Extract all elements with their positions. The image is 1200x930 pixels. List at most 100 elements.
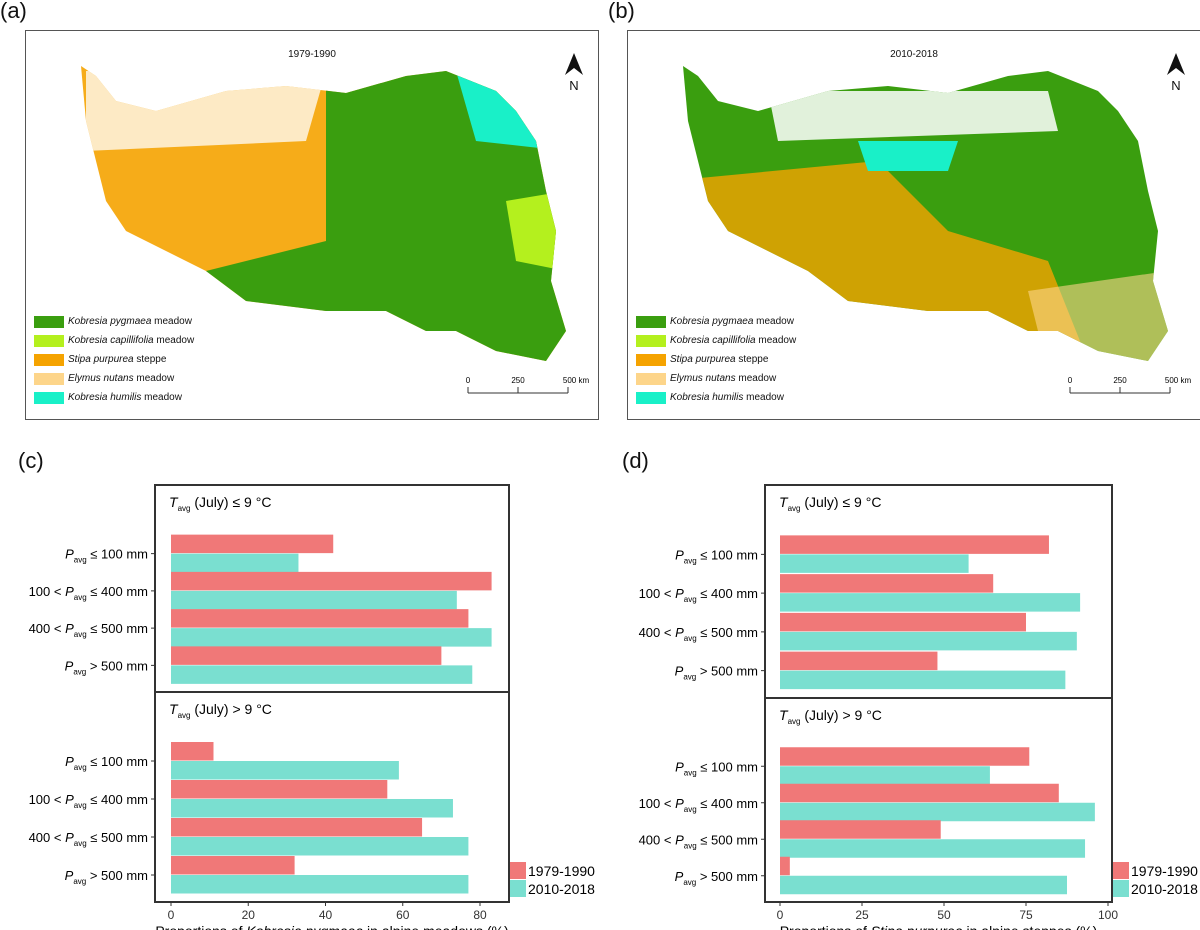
bar-1979-1990 bbox=[780, 612, 1026, 632]
kobresia-humilis-region bbox=[858, 141, 958, 171]
legend-swatch bbox=[34, 353, 64, 366]
facet-title: Tavg (July) ≤ 9 °C bbox=[779, 494, 881, 513]
y-tick-label: 100 < Pavg ≤ 400 mm bbox=[29, 584, 148, 602]
legend-item: Kobresia capillifolia meadow bbox=[34, 331, 194, 350]
bar-2010-2018 bbox=[780, 593, 1081, 612]
legend-swatch bbox=[34, 334, 64, 347]
facet-title: Tavg (July) ≤ 9 °C bbox=[169, 494, 271, 513]
scale-tick-label: 0 bbox=[1068, 376, 1073, 385]
bar-2010-2018 bbox=[780, 631, 1077, 651]
x-tick-label: 25 bbox=[855, 908, 869, 922]
legend-swatch bbox=[510, 862, 526, 879]
chart-stipa-purpurea: Tavg (July) ≤ 9 °C Pavg ≤ 100 mm 100 < Pav… bbox=[639, 484, 1198, 930]
bar-2010-2018 bbox=[780, 875, 1067, 895]
x-tick-label: 50 bbox=[937, 908, 951, 922]
y-tick-label: Pavg > 500 mm bbox=[675, 869, 758, 887]
map-title: 2010-2018 bbox=[890, 49, 938, 60]
bar-2010-2018 bbox=[171, 837, 469, 856]
scale-tick-label: 0 bbox=[466, 376, 471, 385]
x-tick-label: 80 bbox=[473, 908, 487, 922]
legend-label: Stipa purpurea steppe bbox=[68, 354, 167, 365]
bar-1979-1990 bbox=[171, 818, 423, 837]
north-label: N bbox=[569, 78, 579, 93]
y-tick-label: 100 < Pavg ≤ 400 mm bbox=[639, 586, 758, 604]
bar-1979-1990 bbox=[780, 651, 938, 671]
bar-1979-1990 bbox=[171, 571, 492, 591]
legend-item: Elymus nutans meadow bbox=[636, 369, 796, 388]
kobresia-capillifolia-region bbox=[506, 191, 566, 271]
bar-2010-2018 bbox=[171, 761, 399, 780]
legend-swatch bbox=[636, 391, 666, 404]
sparse-area bbox=[86, 71, 326, 151]
legend-swatch bbox=[34, 391, 64, 404]
y-tick-label: Pavg ≤ 100 mm bbox=[675, 547, 758, 565]
legend-swatch bbox=[510, 880, 526, 897]
legend-label: 2010-2018 bbox=[528, 881, 595, 897]
legend-item: Kobresia pygmaea meadow bbox=[34, 312, 194, 331]
bar-2010-2018 bbox=[171, 590, 457, 610]
y-tick-label: Pavg ≤ 100 mm bbox=[65, 754, 148, 772]
scale-tick-label: 500 km bbox=[1165, 376, 1192, 385]
legend-label: Kobresia pygmaea meadow bbox=[68, 316, 192, 327]
legend-label: Stipa purpurea steppe bbox=[670, 354, 769, 365]
scale-tick-label: 250 bbox=[1113, 376, 1127, 385]
x-tick-label: 0 bbox=[777, 908, 784, 922]
bar-2010-2018 bbox=[780, 554, 969, 573]
legend-item: Stipa purpurea steppe bbox=[636, 350, 796, 369]
bar-1979-1990 bbox=[780, 574, 994, 593]
y-tick-label: 100 < Pavg ≤ 400 mm bbox=[29, 792, 148, 810]
y-tick-label: 400 < Pavg ≤ 500 mm bbox=[29, 830, 148, 848]
legend-swatch bbox=[636, 315, 666, 328]
scale-svg: 0 250 500 km bbox=[466, 376, 589, 394]
panel-label-a: (a) bbox=[0, 0, 27, 23]
scale-bar: 0 250 500 km bbox=[1066, 373, 1191, 407]
legend-label: 1979-1990 bbox=[1131, 863, 1198, 879]
x-tick-label: 75 bbox=[1019, 908, 1033, 922]
legend-label: 2010-2018 bbox=[1131, 881, 1198, 897]
bar-1979-1990 bbox=[780, 783, 1059, 803]
bar-1979-1990 bbox=[171, 780, 388, 799]
legend-label: Kobresia humilis meadow bbox=[68, 392, 182, 403]
facet-panel bbox=[154, 691, 510, 903]
legend-label: Kobresia humilis meadow bbox=[670, 392, 784, 403]
bar-2010-2018 bbox=[780, 766, 990, 785]
legend-label: Kobresia capillifolia meadow bbox=[670, 335, 797, 346]
bar-1979-1990 bbox=[171, 856, 295, 875]
legend-item: Elymus nutans meadow bbox=[34, 369, 194, 388]
bar-1979-1990 bbox=[171, 534, 334, 554]
x-tick-label: 20 bbox=[242, 908, 256, 922]
legend-label: Elymus nutans meadow bbox=[68, 373, 175, 384]
map-plot bbox=[81, 66, 566, 361]
bar-2010-2018 bbox=[171, 875, 469, 894]
legend-item: Stipa purpurea steppe bbox=[34, 350, 194, 369]
panel-label-b: (b) bbox=[608, 0, 635, 23]
facet-title: Tavg (July) > 9 °C bbox=[779, 707, 882, 726]
legend-swatch bbox=[34, 315, 64, 328]
facet-panel bbox=[764, 697, 1113, 903]
scale-tick-label: 250 bbox=[511, 376, 525, 385]
x-tick-label: 100 bbox=[1098, 908, 1118, 922]
scale-svg: 0 250 500 km bbox=[1068, 376, 1192, 394]
bar-2010-2018 bbox=[171, 799, 453, 818]
bar-1979-1990 bbox=[780, 535, 1049, 554]
y-tick-label: Pavg > 500 mm bbox=[675, 664, 758, 682]
y-tick-label: Pavg ≤ 100 mm bbox=[675, 759, 758, 777]
legend-label: Elymus nutans meadow bbox=[670, 373, 777, 384]
scale-bar: 0 250 500 km bbox=[464, 373, 589, 407]
x-axis-label: Proportions of Kobresia pygmaea in alpin… bbox=[155, 923, 508, 930]
north-arrow-icon: N bbox=[1166, 53, 1186, 93]
x-tick-label: 60 bbox=[396, 908, 410, 922]
bar-2010-2018 bbox=[171, 553, 299, 573]
map-legend: Kobresia pygmaea meadow Kobresia capillif… bbox=[636, 312, 796, 407]
y-tick-label: 400 < Pavg ≤ 500 mm bbox=[29, 621, 148, 639]
x-tick-label: 0 bbox=[168, 908, 175, 922]
sparse-area bbox=[768, 91, 1058, 141]
x-axis-label: Proportions of Stipa purpurea in alpine … bbox=[780, 923, 1098, 930]
map-legend: Kobresia pygmaea meadow Kobresia capillif… bbox=[34, 312, 194, 407]
bar-1979-1990 bbox=[171, 609, 469, 628]
legend-swatch bbox=[636, 334, 666, 347]
legend-label: 1979-1990 bbox=[528, 863, 595, 879]
north-arrow-icon: N bbox=[564, 53, 584, 93]
legend-swatch bbox=[1113, 880, 1129, 897]
legend-label: Kobresia capillifolia meadow bbox=[68, 335, 195, 346]
